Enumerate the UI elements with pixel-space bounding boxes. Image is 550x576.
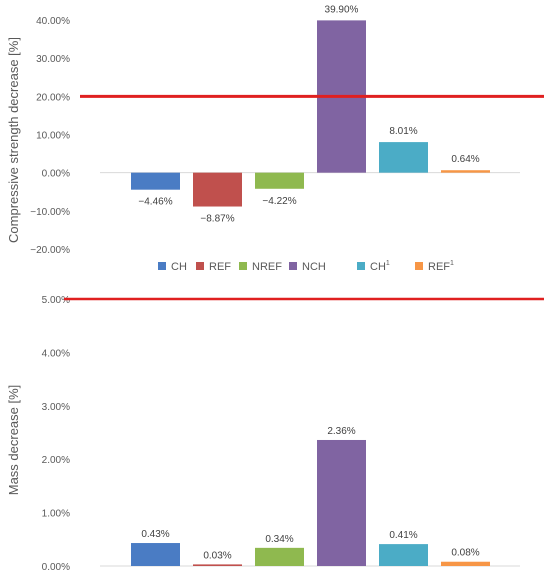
bar-ch [131,172,180,190]
legend-label-ref: REF [209,261,231,273]
data-label: 0.64% [451,154,479,165]
legend-swatch [357,262,365,270]
data-label: 0.43% [141,529,169,540]
data-label: 0.34% [265,534,293,545]
mass-decrease-chart: Mass decrease [%] 0.00% 1.00% 2.00% 3.00% 4.… [6,295,544,573]
bar-ch1 [379,142,428,173]
y-axis-title: Mass decrease [%] [6,385,21,496]
y-tick-label: 4.00% [42,348,70,359]
y-axis-title: Compressive strength decrease [%] [6,37,21,243]
compressive-strength-chart: Compressive strength decrease [%] −20.00… [6,4,544,256]
legend-swatch [289,262,297,270]
legend-label-nref: NREF [252,261,282,273]
data-label: −4.22% [262,196,296,207]
y-tick-label: 10.00% [36,131,70,142]
y-tick-label: 2.00% [42,455,70,466]
bar-ref1 [441,170,490,173]
y-tick-label: 0.00% [42,169,70,180]
legend: CH REF NREF NCH CH1 REF1 [158,260,454,273]
data-label: 0.03% [203,550,231,561]
y-tick-label: 5.00% [42,295,70,306]
y-tick-label: −10.00% [30,207,70,218]
y-tick-label: −20.00% [30,245,70,256]
bar-ch [131,543,180,566]
bar-nref [255,547,304,566]
bar-ref [193,564,242,566]
data-label: 0.41% [389,530,417,541]
legend-label-ch1: CH1 [370,260,390,273]
y-tick-label: 30.00% [36,54,70,65]
data-label: 39.90% [325,4,359,15]
data-label: −4.46% [138,197,172,208]
y-tick-label: 40.00% [36,16,70,27]
y-tick-label: 0.00% [42,562,70,573]
bar-ch1 [379,544,428,566]
data-label: 2.36% [327,426,355,437]
bar-nref [255,172,304,189]
legend-label-ch: CH [171,261,187,273]
data-label: −8.87% [200,214,234,225]
legend-swatch [158,262,166,270]
legend-swatch [196,262,204,270]
bar-ref1 [441,561,490,566]
y-tick-label: 3.00% [42,402,70,413]
y-tick-label: 1.00% [42,509,70,520]
legend-swatch [239,262,247,270]
data-label: 0.08% [451,548,479,559]
bar-ref [193,172,242,207]
legend-swatch [415,262,423,270]
bar-nch [317,439,366,566]
legend-label-ref1: REF1 [428,260,454,273]
y-tick-label: 20.00% [36,92,70,103]
data-label: 8.01% [389,126,417,137]
legend-label-nch: NCH [302,261,326,273]
